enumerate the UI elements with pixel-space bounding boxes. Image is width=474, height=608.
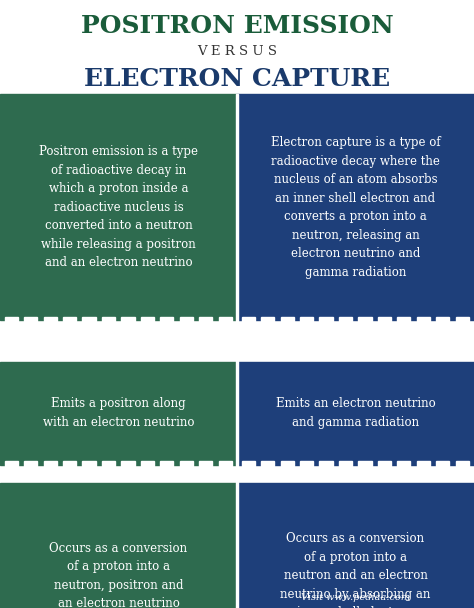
- Bar: [339, 461, 352, 468]
- Bar: [102, 461, 115, 468]
- Bar: [456, 461, 469, 468]
- Bar: [219, 317, 232, 323]
- Bar: [456, 317, 469, 323]
- Bar: [319, 461, 333, 468]
- Text: POSITRON EMISSION: POSITRON EMISSION: [81, 14, 393, 38]
- Text: ELECTRON CAPTURE: ELECTRON CAPTURE: [84, 67, 390, 91]
- Text: Occurs as a conversion
of a proton into a
neutron and an electron
neutrino by ab: Occurs as a conversion of a proton into …: [280, 533, 431, 608]
- Bar: [180, 461, 193, 468]
- Text: Emits an electron neutrino
and gamma radiation: Emits an electron neutrino and gamma rad…: [275, 398, 436, 429]
- Bar: [417, 461, 430, 468]
- Bar: [237, 362, 474, 465]
- Bar: [63, 461, 76, 468]
- Bar: [242, 317, 255, 323]
- Bar: [0, 483, 237, 608]
- Bar: [5, 461, 18, 468]
- Bar: [417, 317, 430, 323]
- Bar: [0, 362, 237, 465]
- Bar: [378, 461, 391, 468]
- Bar: [82, 317, 96, 323]
- Bar: [160, 317, 173, 323]
- Bar: [358, 461, 372, 468]
- Bar: [237, 94, 474, 320]
- Bar: [44, 461, 57, 468]
- Text: Visit www.pediaa.com: Visit www.pediaa.com: [301, 593, 410, 601]
- Bar: [63, 317, 76, 323]
- Bar: [397, 317, 410, 323]
- Bar: [121, 317, 135, 323]
- Bar: [281, 317, 294, 323]
- Bar: [141, 317, 154, 323]
- Bar: [199, 461, 212, 468]
- Text: Emits a positron along
with an electron neutrino: Emits a positron along with an electron …: [43, 398, 194, 429]
- Bar: [358, 317, 372, 323]
- Bar: [242, 461, 255, 468]
- Bar: [180, 317, 193, 323]
- Text: Occurs as a conversion
of a proton into a
neutron, positron and
an electron neut: Occurs as a conversion of a proton into …: [49, 542, 188, 608]
- Bar: [339, 317, 352, 323]
- Bar: [281, 461, 294, 468]
- Bar: [102, 317, 115, 323]
- Text: V E R S U S: V E R S U S: [197, 45, 277, 58]
- Bar: [0, 0, 474, 94]
- Text: Electron capture is a type of
radioactive decay where the
nucleus of an atom abs: Electron capture is a type of radioactiv…: [271, 136, 440, 278]
- Bar: [236, 94, 238, 608]
- Bar: [199, 317, 212, 323]
- Bar: [141, 461, 154, 468]
- Bar: [436, 317, 449, 323]
- Bar: [82, 461, 96, 468]
- Bar: [24, 317, 37, 323]
- Bar: [261, 317, 274, 323]
- Bar: [24, 461, 37, 468]
- Bar: [436, 461, 449, 468]
- Bar: [397, 461, 410, 468]
- Bar: [300, 317, 313, 323]
- Bar: [378, 317, 391, 323]
- Bar: [44, 317, 57, 323]
- Bar: [300, 461, 313, 468]
- Bar: [261, 461, 274, 468]
- Bar: [237, 483, 474, 608]
- Bar: [319, 317, 333, 323]
- Bar: [5, 317, 18, 323]
- Bar: [219, 461, 232, 468]
- Text: Positron emission is a type
of radioactive decay in
which a proton inside a
radi: Positron emission is a type of radioacti…: [39, 145, 198, 269]
- Bar: [0, 94, 237, 320]
- Bar: [121, 461, 135, 468]
- Bar: [160, 461, 173, 468]
